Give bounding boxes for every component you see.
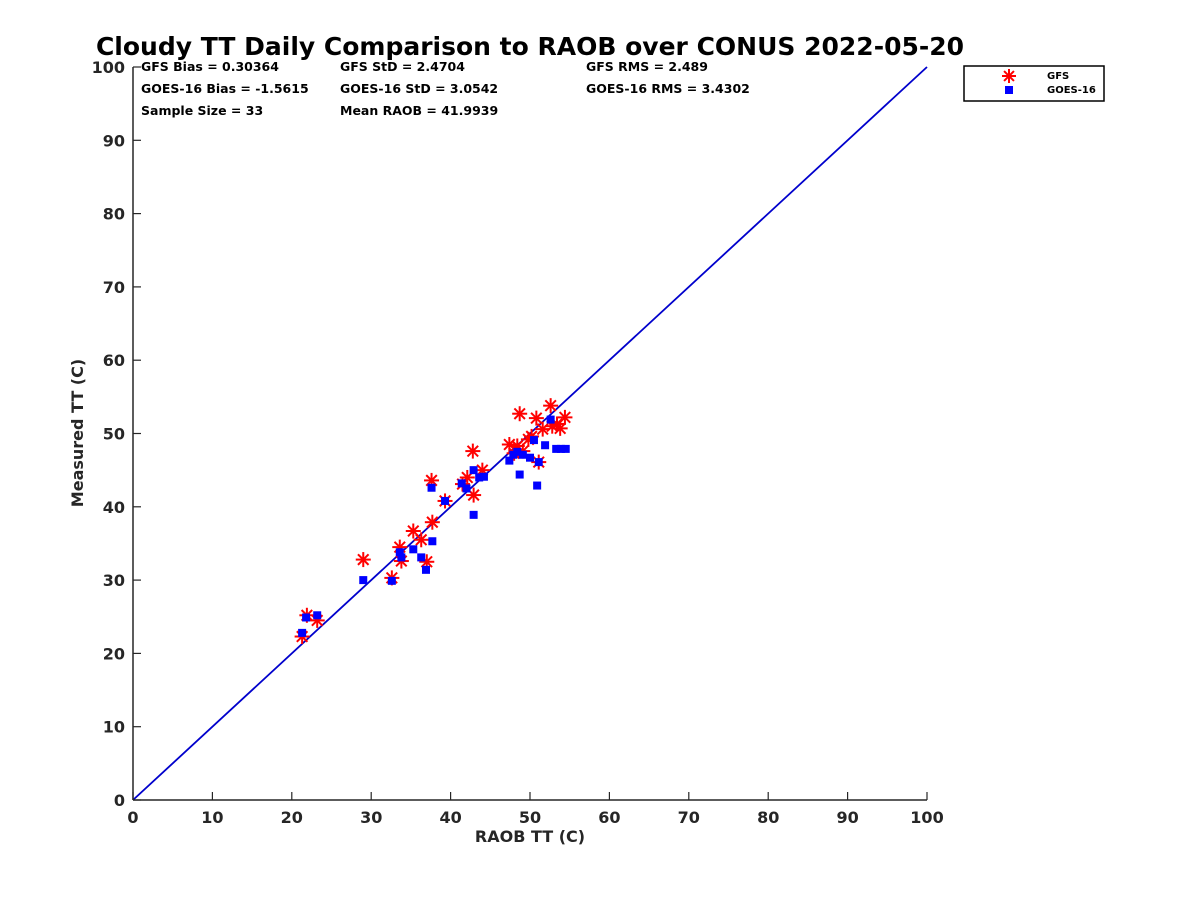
goes-16-point bbox=[457, 479, 466, 488]
gfs-point bbox=[557, 409, 573, 425]
legend-box bbox=[963, 65, 1105, 102]
goes-16-point bbox=[417, 553, 426, 562]
goes-16-point bbox=[409, 545, 418, 554]
stat-text: GOES-16 StD = 3.0542 bbox=[340, 81, 498, 96]
goes-16-point bbox=[546, 415, 555, 424]
goes-16-point bbox=[526, 453, 534, 462]
x-tick-label: 30 bbox=[360, 808, 382, 827]
goes-16-point bbox=[469, 510, 478, 519]
goes-16-point bbox=[534, 458, 543, 467]
y-tick-label: 30 bbox=[103, 571, 125, 590]
gfs-point bbox=[413, 532, 429, 548]
legend-gfs-label: GFS bbox=[1047, 71, 1069, 82]
goes-16-point bbox=[313, 611, 322, 620]
goes-16-point bbox=[518, 450, 527, 459]
goes-16-point bbox=[441, 496, 450, 505]
x-tick-label: 100 bbox=[910, 808, 943, 827]
goes-16-point bbox=[469, 466, 478, 475]
goes-16-point bbox=[475, 473, 484, 482]
gfs-point bbox=[552, 420, 568, 436]
x-tick-label: 50 bbox=[519, 808, 541, 827]
stat-text: GFS Bias = 0.30364 bbox=[141, 59, 279, 74]
stat-text: GFS RMS = 2.489 bbox=[586, 59, 708, 74]
stat-text: GOES-16 RMS = 3.4302 bbox=[586, 81, 750, 96]
x-tick-label: 40 bbox=[439, 808, 461, 827]
y-tick-label: 20 bbox=[103, 644, 125, 663]
legend-goes16-marker bbox=[1005, 86, 1013, 94]
goes-16-point bbox=[556, 444, 565, 453]
goes-16-point bbox=[428, 537, 437, 546]
y-tick-label: 40 bbox=[103, 498, 125, 517]
goes-16-point bbox=[561, 444, 570, 453]
goes-16-point bbox=[359, 576, 368, 585]
x-tick-label: 90 bbox=[836, 808, 858, 827]
goes-16-point bbox=[479, 472, 488, 481]
gfs-point bbox=[355, 552, 371, 568]
stat-text: Sample Size = 33 bbox=[141, 103, 263, 118]
chart-title: Cloudy TT Daily Comparison to RAOB over … bbox=[96, 32, 964, 61]
y-tick-label: 10 bbox=[103, 718, 125, 737]
y-tick-label: 60 bbox=[103, 351, 125, 370]
legend-gfs-marker bbox=[1002, 69, 1016, 83]
y-tick-label: 70 bbox=[103, 278, 125, 297]
y-tick-label: 50 bbox=[103, 425, 125, 444]
legend-goes16-label: GOES-16 bbox=[1047, 85, 1096, 96]
x-tick-label: 0 bbox=[127, 808, 138, 827]
x-tick-label: 10 bbox=[201, 808, 223, 827]
goes-16-point bbox=[515, 470, 524, 479]
legend-gfs-asterisk bbox=[1002, 69, 1016, 83]
gfs-point bbox=[424, 514, 440, 530]
goes-16-point bbox=[427, 483, 436, 492]
goes-16-point bbox=[462, 484, 471, 493]
y-tick-label: 100 bbox=[92, 58, 125, 77]
goes-16-point bbox=[298, 628, 307, 637]
gfs-point bbox=[512, 406, 528, 422]
gfs-point bbox=[465, 443, 481, 459]
goes-16-point bbox=[533, 481, 542, 490]
x-axis-label: RAOB TT (C) bbox=[475, 827, 585, 846]
stat-text: GFS StD = 2.4704 bbox=[340, 59, 465, 74]
stats-panel: GFS Bias = 0.30364 GFS StD = 2.4704 GFS RM… bbox=[141, 59, 750, 118]
goes-16-point bbox=[505, 456, 514, 465]
goes-16-point bbox=[541, 441, 550, 450]
stat-text: Mean RAOB = 41.9939 bbox=[340, 103, 498, 118]
x-tick-label: 80 bbox=[757, 808, 779, 827]
gfs-point bbox=[528, 410, 544, 426]
x-tick-label: 70 bbox=[678, 808, 700, 827]
goes-16-point bbox=[552, 444, 561, 453]
legend: GFS GOES-16 bbox=[963, 65, 1105, 102]
goes-16-point bbox=[513, 447, 522, 456]
gfs-point bbox=[405, 523, 421, 539]
x-tick-label: 60 bbox=[598, 808, 620, 827]
x-tick-label: 20 bbox=[281, 808, 303, 827]
goes-16-point bbox=[302, 613, 311, 622]
goes-16-point bbox=[387, 576, 396, 585]
goes-16-point bbox=[395, 548, 404, 557]
y-tick-label: 80 bbox=[103, 205, 125, 224]
goes-16-point bbox=[397, 553, 406, 562]
legend-goes16-square bbox=[1005, 86, 1013, 94]
axes: 0 10 20 30 40 50 60 70 80 90 100 0 10 20 30 40 50 60 70 80 9… bbox=[92, 58, 944, 827]
data-points bbox=[294, 398, 573, 645]
goes-16-point bbox=[529, 436, 538, 445]
goes-16-point bbox=[421, 565, 430, 574]
gfs-point bbox=[543, 398, 559, 414]
y-tick-label: 90 bbox=[103, 131, 125, 150]
stat-text: GOES-16 Bias = -1.5615 bbox=[141, 81, 309, 96]
y-axis-label: Measured TT (C) bbox=[68, 359, 87, 507]
y-tick-label: 0 bbox=[114, 791, 125, 810]
